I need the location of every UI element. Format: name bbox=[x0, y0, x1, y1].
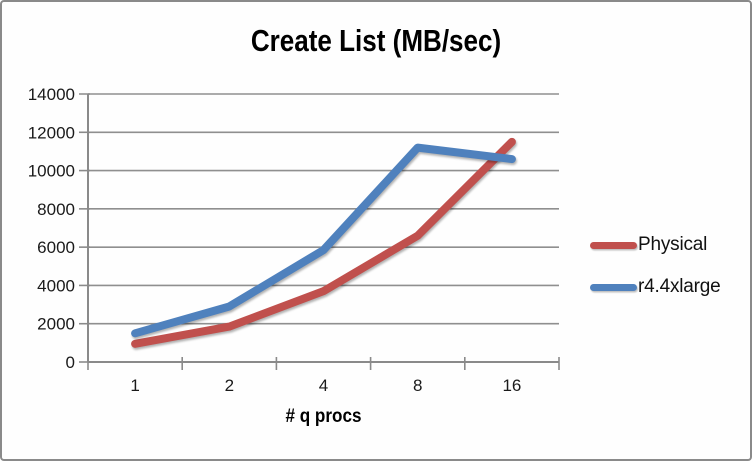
x-tick-label: 16 bbox=[502, 376, 521, 395]
x-tick-label: 8 bbox=[413, 376, 422, 395]
legend-line-swatch-physical bbox=[590, 241, 637, 249]
series-line-r4-4xlarge bbox=[131, 143, 516, 338]
legend: Physical r4.4xlarge bbox=[590, 232, 721, 300]
y-tick-label: 0 bbox=[66, 353, 75, 372]
series-line-physical bbox=[131, 137, 516, 348]
legend-item-physical: Physical bbox=[590, 232, 721, 258]
x-axis-title: # q procs bbox=[285, 406, 362, 427]
y-tick-label: 12000 bbox=[28, 123, 75, 142]
y-tick-label: 8000 bbox=[37, 200, 75, 219]
y-tick-label: 6000 bbox=[37, 238, 75, 257]
x-tick-label: 4 bbox=[319, 376, 328, 395]
legend-label-r4-4xlarge: r4.4xlarge bbox=[638, 276, 721, 297]
chart-title: Create List (MB/sec) bbox=[250, 23, 502, 58]
legend-label-physical: Physical bbox=[638, 234, 708, 255]
x-tick-label: 2 bbox=[225, 376, 234, 395]
y-tick-label: 14000 bbox=[28, 85, 75, 104]
y-tick-label: 2000 bbox=[37, 315, 75, 334]
legend-line-swatch-r4-4xlarge bbox=[590, 283, 637, 291]
y-tick-label: 4000 bbox=[37, 276, 75, 295]
x-tick-label: 1 bbox=[130, 376, 139, 395]
legend-item-r4-4xlarge: r4.4xlarge bbox=[590, 274, 721, 300]
y-tick-label: 10000 bbox=[28, 162, 75, 181]
